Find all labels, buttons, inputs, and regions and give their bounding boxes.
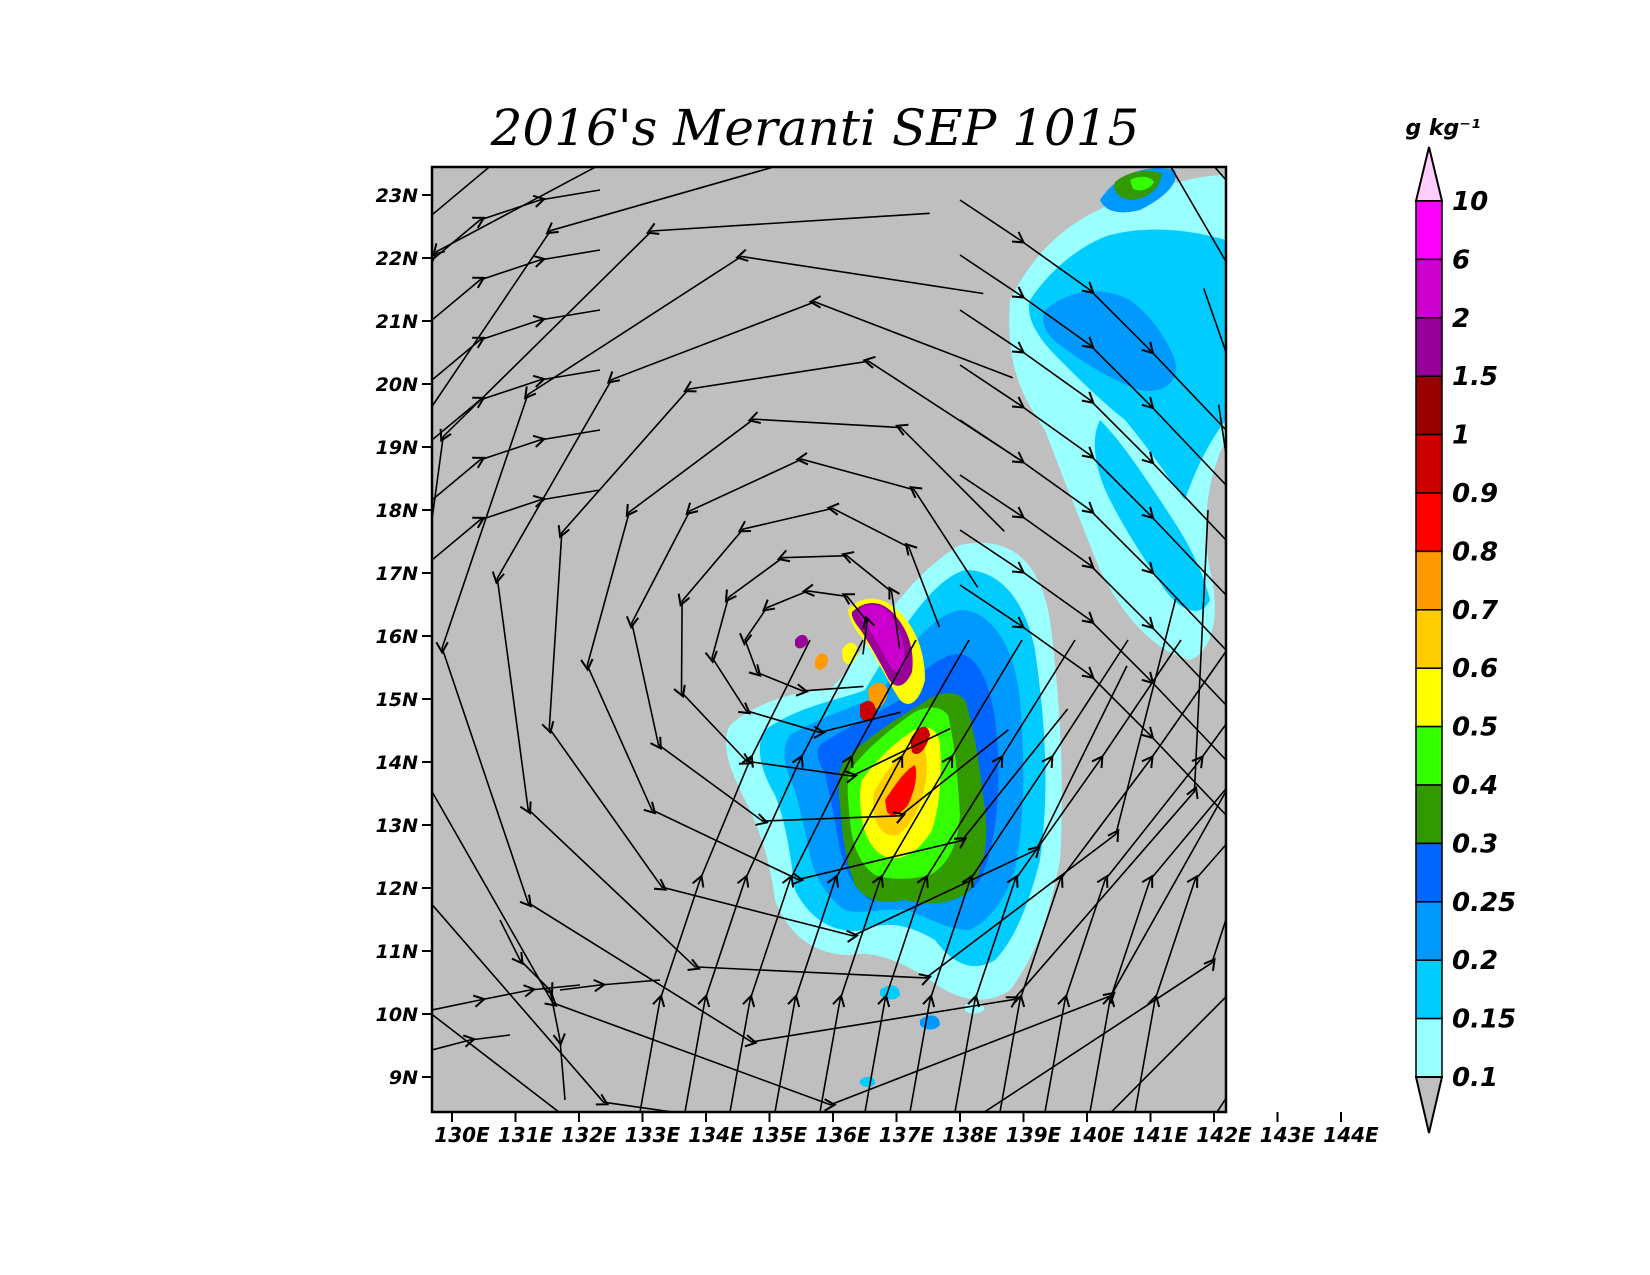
lat-tick-label: 9N bbox=[389, 1067, 418, 1089]
lat-tick-label: 14N bbox=[376, 752, 418, 774]
colorbar-level-label: 0.4 bbox=[1452, 771, 1498, 801]
colorbar-box bbox=[1415, 667, 1443, 728]
colorbar-box bbox=[1415, 901, 1443, 961]
lon-tick-label: 130E bbox=[434, 1123, 490, 1147]
colorbar-level-label: 0.9 bbox=[1452, 479, 1498, 509]
colorbar-box bbox=[1415, 258, 1443, 319]
lon-tick-label: 135E bbox=[752, 1123, 808, 1147]
colorbar-level-label: 2 bbox=[1452, 304, 1470, 334]
lat-tick-label: 19N bbox=[376, 437, 418, 459]
streamline bbox=[432, 1034, 511, 1051]
lon-tick-label: 133E bbox=[625, 1123, 681, 1147]
colorbar-boxes bbox=[1415, 200, 1443, 1078]
rainband-ne bbox=[1130, 176, 1154, 191]
colorbar-level-label: 0.6 bbox=[1452, 654, 1498, 684]
colorbar: g kg⁻¹ 10 6 2 1.5 1 0.9 0.8 0.7 0.6 0.5 0.4 0.3 0.25… bbox=[1405, 116, 1516, 1134]
lat-tick-label: 23N bbox=[376, 185, 418, 207]
lon-tick-label: 136E bbox=[815, 1123, 871, 1147]
colorbar-level-label: 0.7 bbox=[1452, 596, 1499, 626]
streamlines bbox=[432, 167, 1226, 1112]
lon-tick-label: 132E bbox=[561, 1123, 617, 1147]
colorbar-box bbox=[1415, 609, 1443, 669]
colorbar-unit: g kg⁻¹ bbox=[1405, 116, 1480, 141]
colorbar-level-label: 0.2 bbox=[1452, 946, 1498, 976]
lat-tick-label: 17N bbox=[376, 563, 418, 585]
colorbar-box bbox=[1415, 725, 1443, 786]
lon-tick-label: 139E bbox=[1006, 1123, 1062, 1147]
lon-tick-label: 134E bbox=[688, 1123, 744, 1147]
colorbar-box bbox=[1415, 784, 1443, 845]
colorbar-box bbox=[1415, 550, 1443, 611]
map-panel: 23N 22N 21N 20N 19N 18N 17N 16N 15N 14N 13N 12N 11N 1… bbox=[376, 165, 1379, 1147]
map-frame bbox=[430, 165, 1228, 1114]
colorbar-level-label: 0.3 bbox=[1452, 829, 1498, 859]
colorbar-level-label: 0.5 bbox=[1452, 713, 1498, 743]
lat-tick-label: 11N bbox=[376, 941, 418, 963]
lon-tick-label: 144E bbox=[1323, 1123, 1379, 1147]
lat-tick-label: 12N bbox=[376, 878, 418, 900]
streamline bbox=[1134, 755, 1226, 1112]
colorbar-level-label: 0.25 bbox=[1452, 888, 1516, 918]
lon-tick-label: 141E bbox=[1133, 1123, 1189, 1147]
colorbar-box bbox=[1415, 1017, 1443, 1078]
lat-tick-label: 20N bbox=[376, 374, 418, 396]
streamline bbox=[499, 919, 566, 1101]
figure-title: 2016's Meranti SEP 1015 bbox=[490, 99, 1140, 157]
colorbar-box bbox=[1415, 959, 1443, 1020]
streamline bbox=[559, 978, 661, 993]
streamline bbox=[432, 369, 601, 441]
colorbar-level-label: 0.1 bbox=[1452, 1063, 1498, 1093]
lon-tick-label: 142E bbox=[1196, 1123, 1252, 1147]
colorbar-level-label: 1 bbox=[1452, 421, 1470, 451]
lat-tick-label: 16N bbox=[376, 626, 418, 648]
colorbar-box bbox=[1415, 842, 1443, 903]
lat-tick-label: 13N bbox=[376, 815, 418, 837]
lon-tick-label: 143E bbox=[1260, 1123, 1316, 1147]
colorbar-level-label: 0.8 bbox=[1452, 537, 1498, 567]
lat-tick-label: 22N bbox=[376, 248, 418, 270]
longitude-axis: 130E 131E 132E 133E 134E 135E 136E 137E 138E 139E… bbox=[434, 1112, 1379, 1147]
lon-tick-label: 131E bbox=[498, 1123, 554, 1147]
lat-tick-label: 10N bbox=[376, 1004, 418, 1026]
colorbar-level-label: 6 bbox=[1452, 245, 1470, 275]
colorbar-labels: 10 6 2 1.5 1 0.9 0.8 0.7 0.6 0.5 0.4 0.3 0.25 0.2 0.15… bbox=[1452, 187, 1516, 1093]
lon-tick-label: 140E bbox=[1069, 1123, 1125, 1147]
colorbar-level-label: 0.15 bbox=[1452, 1005, 1516, 1035]
colorbar-level-label: 10 bbox=[1452, 187, 1488, 217]
colorbar-box bbox=[1415, 492, 1443, 553]
lon-tick-label: 137E bbox=[879, 1123, 935, 1147]
colorbar-level-label: 1.5 bbox=[1452, 362, 1498, 392]
colorbar-box bbox=[1415, 200, 1443, 261]
streamline bbox=[432, 429, 601, 501]
lat-tick-label: 18N bbox=[376, 500, 418, 522]
colorbar-box bbox=[1415, 433, 1443, 494]
streamline bbox=[432, 249, 601, 321]
colorbar-bottom-triangle bbox=[1414, 1076, 1444, 1134]
colorbar-top-triangle bbox=[1414, 146, 1444, 202]
streamline bbox=[959, 584, 1226, 816]
latitude-axis: 23N 22N 21N 20N 19N 18N 17N 16N 15N 14N 13N 12N 11N 1… bbox=[376, 185, 432, 1089]
colorbar-box bbox=[1415, 375, 1443, 436]
streamline bbox=[432, 189, 601, 261]
streamline bbox=[432, 309, 601, 381]
lon-tick-label: 138E bbox=[942, 1123, 998, 1147]
colorbar-box bbox=[1415, 317, 1443, 377]
lat-tick-label: 21N bbox=[376, 311, 418, 333]
lat-tick-label: 15N bbox=[376, 689, 418, 711]
streamline bbox=[432, 489, 601, 561]
